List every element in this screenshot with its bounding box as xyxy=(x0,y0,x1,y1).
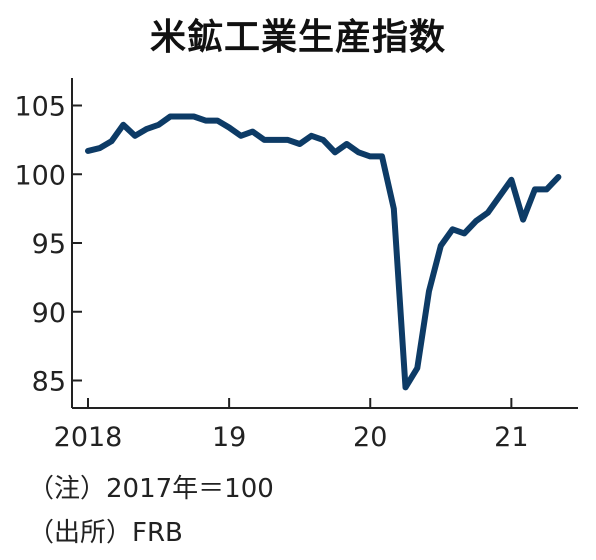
series-group xyxy=(85,113,562,391)
data-point xyxy=(358,151,359,153)
data-point xyxy=(405,386,406,388)
data-point xyxy=(463,232,465,234)
y-tick-label: 90 xyxy=(32,298,66,329)
data-point xyxy=(134,135,136,137)
y-tick-label: 105 xyxy=(14,92,66,123)
chart-title: 米鉱工業生産指数 xyxy=(149,17,446,58)
data-point xyxy=(252,131,254,133)
series-line xyxy=(85,113,562,391)
data-point xyxy=(322,139,324,141)
data-point xyxy=(205,120,207,122)
x-tick-label: 19 xyxy=(212,422,246,453)
data-point xyxy=(181,116,183,117)
y-tick-label: 95 xyxy=(32,229,66,260)
data-point xyxy=(393,208,395,210)
data-point xyxy=(193,116,195,117)
data-point xyxy=(346,143,348,145)
data-point xyxy=(428,290,430,292)
data-point xyxy=(240,135,242,137)
data-point xyxy=(440,245,442,247)
data-point xyxy=(275,139,277,141)
data-point xyxy=(369,155,371,157)
data-point xyxy=(299,143,301,145)
data-point xyxy=(287,139,289,141)
data-point xyxy=(522,219,524,221)
x-axis: 2018 19 20 21 xyxy=(54,398,529,453)
x-tick-label: 21 xyxy=(494,422,528,453)
data-point xyxy=(381,155,383,157)
y-tick-label: 85 xyxy=(32,367,66,398)
base-year-note: （注）2017年＝100 xyxy=(28,474,274,504)
data-point xyxy=(122,124,124,126)
data-point xyxy=(416,367,418,369)
data-point xyxy=(475,220,477,222)
data-point xyxy=(158,124,160,126)
data-point xyxy=(557,176,559,178)
x-tick-label: 2018 xyxy=(54,422,123,453)
data-point xyxy=(263,139,265,141)
data-point xyxy=(87,150,89,152)
y-tick-label: 100 xyxy=(14,160,66,191)
data-point xyxy=(111,140,112,142)
data-point xyxy=(499,195,501,197)
data-point xyxy=(310,135,312,137)
data-point xyxy=(146,128,148,130)
data-point xyxy=(169,116,171,117)
data-point xyxy=(487,212,489,214)
axis-lines xyxy=(71,78,578,409)
x-tick-label: 20 xyxy=(353,422,387,453)
data-point xyxy=(228,127,230,128)
source-note: （出所）FRB xyxy=(28,518,183,548)
data-point xyxy=(452,228,454,230)
data-point xyxy=(534,188,536,190)
data-point xyxy=(510,179,512,181)
data-point xyxy=(216,120,218,122)
data-point xyxy=(99,147,101,149)
data-point xyxy=(334,151,336,153)
y-axis: 105 100 95 90 85 xyxy=(14,92,82,398)
data-point xyxy=(546,188,548,190)
